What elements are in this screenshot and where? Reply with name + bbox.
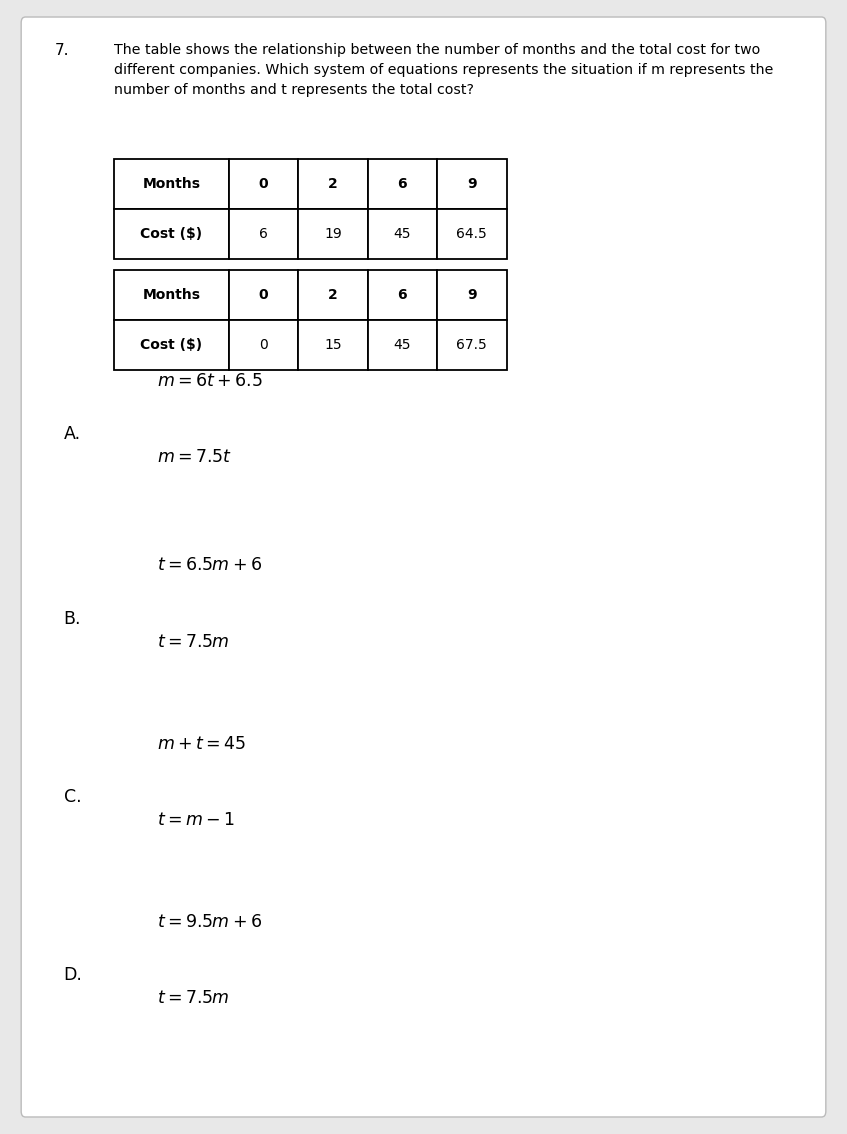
Bar [114, 270, 229, 320]
Text: 0: 0 [258, 177, 268, 191]
Text: 19: 19 [324, 227, 341, 240]
Text: $m = 7.5t$: $m = 7.5t$ [157, 448, 232, 466]
Text: 6: 6 [397, 177, 407, 191]
Text: Cost ($): Cost ($) [141, 338, 202, 352]
Text: C.: C. [64, 788, 81, 806]
Bar [298, 209, 368, 259]
Bar [229, 270, 298, 320]
Bar [298, 270, 368, 320]
Text: Months: Months [142, 288, 201, 302]
Bar [368, 159, 437, 209]
Text: 2: 2 [328, 288, 338, 302]
Bar [437, 159, 507, 209]
Text: 7.: 7. [55, 43, 69, 58]
Text: $t = 9.5m + 6$: $t = 9.5m + 6$ [157, 913, 262, 931]
Text: 9: 9 [467, 177, 477, 191]
Bar [368, 270, 437, 320]
Bar [114, 209, 229, 259]
Text: 0: 0 [259, 338, 268, 352]
Text: Cost ($): Cost ($) [141, 227, 202, 240]
Text: 2: 2 [328, 177, 338, 191]
Text: The table shows the relationship between the number of months and the total cost: The table shows the relationship between… [114, 43, 773, 98]
Text: 6: 6 [259, 227, 268, 240]
Bar [368, 209, 437, 259]
Bar [437, 320, 507, 370]
Text: $t = m - 1$: $t = m - 1$ [157, 811, 235, 829]
Bar [437, 209, 507, 259]
Text: 64.5: 64.5 [457, 227, 487, 240]
Text: 45: 45 [394, 338, 411, 352]
Text: 6: 6 [397, 288, 407, 302]
Text: A.: A. [64, 425, 80, 443]
Bar [229, 209, 298, 259]
Bar [298, 159, 368, 209]
Bar [229, 159, 298, 209]
Text: $m = 6t + 6.5$: $m = 6t + 6.5$ [157, 372, 263, 390]
Text: 15: 15 [324, 338, 341, 352]
Text: $t = 6.5m + 6$: $t = 6.5m + 6$ [157, 556, 262, 574]
Text: 0: 0 [258, 288, 268, 302]
Text: Months: Months [142, 177, 201, 191]
Bar [114, 320, 229, 370]
Text: $t = 7.5m$: $t = 7.5m$ [157, 633, 230, 651]
Bar [229, 320, 298, 370]
Text: $t = 7.5m$: $t = 7.5m$ [157, 989, 230, 1007]
Text: 9: 9 [467, 288, 477, 302]
Bar [114, 159, 229, 209]
Text: $m + t = 45$: $m + t = 45$ [157, 735, 246, 753]
Bar [368, 320, 437, 370]
Text: 45: 45 [394, 227, 411, 240]
Text: B.: B. [64, 610, 81, 628]
Text: D.: D. [64, 966, 82, 984]
Bar [298, 320, 368, 370]
Text: 67.5: 67.5 [457, 338, 487, 352]
Bar [437, 270, 507, 320]
FancyBboxPatch shape [21, 17, 826, 1117]
